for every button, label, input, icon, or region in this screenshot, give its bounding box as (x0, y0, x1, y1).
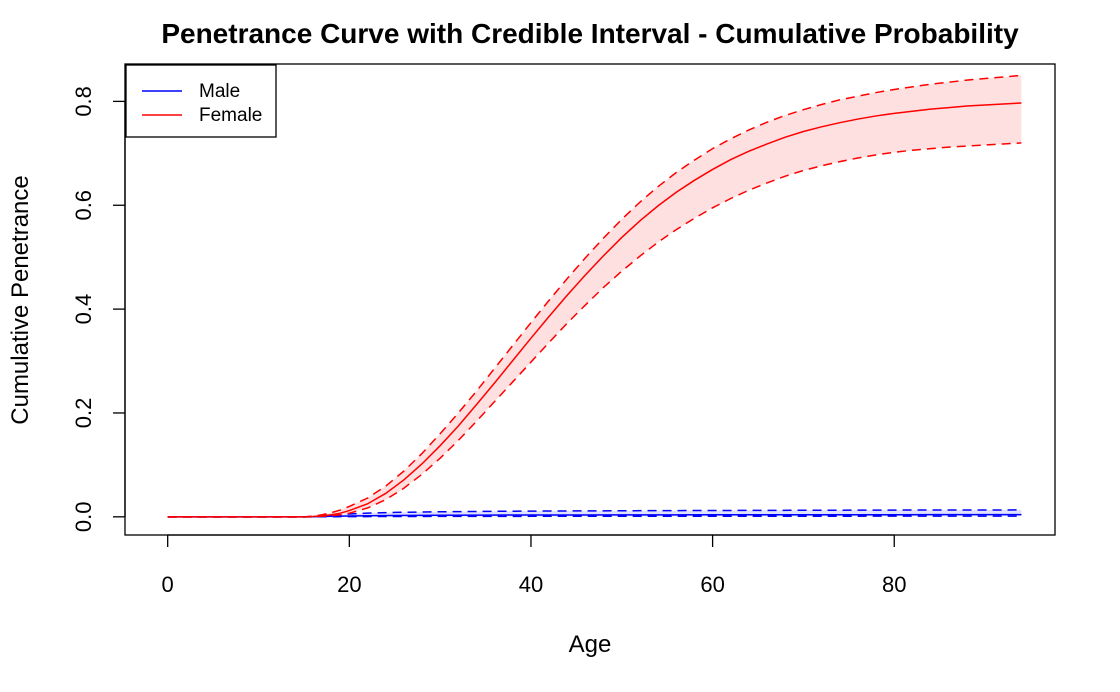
series-male-lower (167, 515, 1022, 518)
x-tick-label: 40 (519, 572, 543, 597)
legend-label-female: Female (199, 105, 262, 126)
y-tick-label: 0.2 (71, 398, 96, 429)
series-male-upper (167, 509, 1022, 518)
legend-label-male: Male (199, 81, 240, 102)
x-tick-label: 0 (162, 572, 174, 597)
x-tick-label: 20 (337, 572, 361, 597)
x-tick-label: 60 (700, 572, 724, 597)
y-tick-label: 0.0 (71, 502, 96, 533)
x-axis: 0 20 40 60 80 (162, 534, 906, 597)
y-axis-label: Cumulative Penetrance (7, 175, 34, 424)
y-tick-label: 0.8 (71, 86, 96, 117)
x-tick-label: 80 (882, 572, 906, 597)
series-lines (167, 74, 1022, 518)
y-axis: 0.0 0.2 0.4 0.6 0.8 (71, 86, 126, 533)
legend: Male Female (125, 64, 277, 138)
series-female-lower (167, 142, 1022, 518)
series-female-line (167, 102, 1022, 518)
legend-box (125, 64, 277, 138)
y-tick-label: 0.6 (71, 190, 96, 221)
x-axis-label: Age (569, 631, 612, 658)
chart-title: Penetrance Curve with Credible Interval … (161, 18, 1019, 49)
y-tick-label: 0.4 (71, 294, 96, 325)
